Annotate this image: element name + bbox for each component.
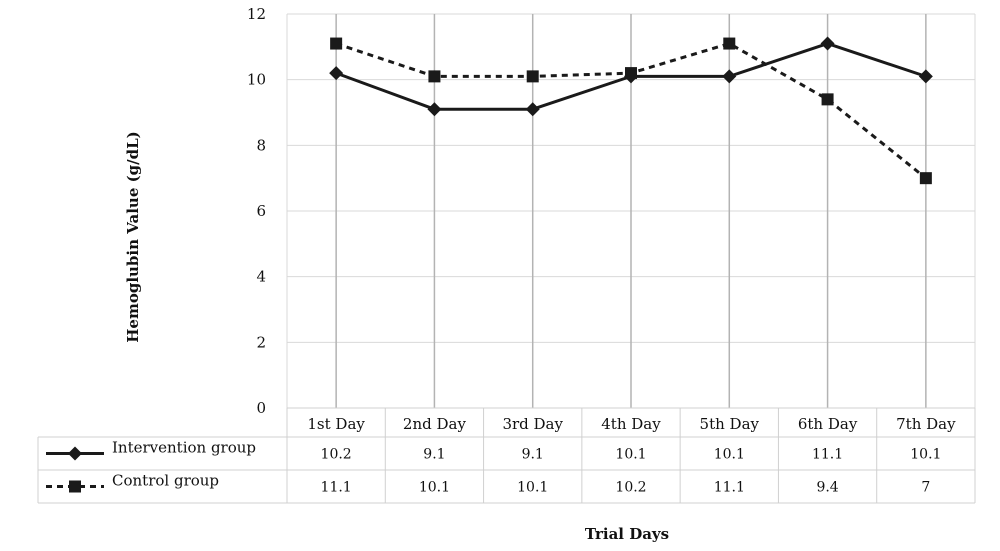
data-point-diamond [918,69,933,84]
data-point-square [821,93,834,106]
y-tick-label: 6 [256,202,266,220]
series-layer [329,36,933,185]
data-table: 1st Day 2nd Day 3rd Day 4th Day 5th Day 6th D… [37,407,976,504]
y-tick-label: 4 [256,268,266,286]
data-table-cell: 9.4 [816,480,838,496]
x-tick-label: 1st Day [307,415,365,433]
data-point-diamond [329,66,344,81]
x-tick-label: 2nd Day [403,415,467,433]
y-tick-label: 2 [256,333,266,351]
legend-marker-square [69,480,81,493]
data-table-cell: 10.1 [419,480,450,496]
y-tick-label: 10 [247,71,266,89]
data-table-cell: 11.1 [812,447,843,463]
data-table-cell: 9.1 [423,447,445,463]
legend-label: Control group [112,472,219,490]
y-axis-title: Hemoglubin Value (g/dL) [124,131,142,343]
data-table-cell: 9.1 [522,447,544,463]
y-axis-ticks: 0 2 4 6 8 10 12 [247,5,266,417]
data-point-square [526,70,539,83]
data-point-square [919,172,932,185]
data-table-cell: 11.1 [714,480,745,496]
data-point-diamond [525,102,540,117]
data-table-cell: 7 [921,480,930,496]
y-tick-label: 8 [256,136,266,154]
x-tick-label: 3rd Day [502,415,563,433]
legend-label: Intervention group [112,439,256,457]
data-point-square [330,37,343,50]
data-table-cell: 10.1 [615,447,646,463]
data-point-diamond [427,102,442,117]
data-table-cell: 10.1 [714,447,745,463]
data-table-cell: 10.2 [615,480,646,496]
data-point-square [428,70,441,83]
data-table-cell: 10.1 [910,447,941,463]
x-axis-title: Trial Days [585,525,669,543]
x-tick-label: 5th Day [700,415,760,433]
x-tick-label: 6th Day [798,415,858,433]
data-table-cell: 11.1 [321,480,352,496]
data-point-square [625,67,637,80]
x-tick-label: 4th Day [601,415,661,433]
data-point-square [723,37,736,50]
data-table-cell: 10.1 [517,480,548,496]
data-point-diamond [820,36,835,51]
data-table-cell: 10.2 [321,447,352,463]
legend-marker-diamond [68,446,82,461]
x-tick-label: 7th Day [896,415,956,433]
data-point-diamond [722,69,737,84]
y-tick-label: 0 [256,399,266,417]
y-tick-label: 12 [247,5,266,23]
